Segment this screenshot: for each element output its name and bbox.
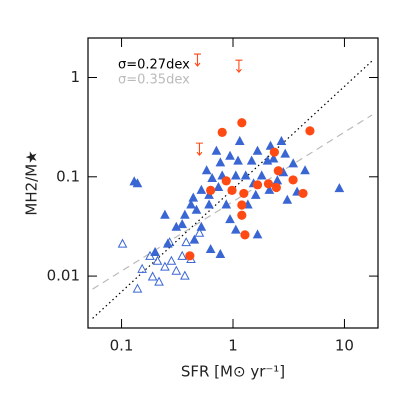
- triangle-point: [234, 135, 245, 145]
- circle-point: [298, 188, 308, 199]
- triangle-point: [225, 214, 235, 224]
- triangle-point: [132, 283, 143, 293]
- triangle-point: [137, 263, 147, 273]
- triangle-point: [181, 237, 192, 247]
- triangle-point: [180, 209, 190, 219]
- circle-point: [221, 176, 231, 186]
- triangle-point: [188, 192, 199, 202]
- x-axis-label: SFR [M⊙ yr⁻¹]: [181, 363, 285, 381]
- triangle-point: [166, 255, 177, 265]
- x-tick-label: 1: [228, 337, 238, 355]
- triangle-point: [268, 153, 279, 163]
- triangle-point: [177, 250, 188, 260]
- circle-point: [273, 166, 283, 176]
- triangle-point: [272, 175, 283, 185]
- annotation: σ=0.27dex: [118, 58, 190, 73]
- triangle-point: [282, 194, 293, 204]
- upper-limit: [193, 53, 201, 67]
- triangle-point: [211, 145, 222, 155]
- triangle-point: [221, 199, 232, 209]
- triangle-point: [246, 155, 257, 165]
- triangle-point: [215, 248, 226, 258]
- triangle-point: [225, 150, 235, 160]
- triangle-point: [160, 261, 170, 271]
- triangle-point: [150, 246, 160, 256]
- triangle-point: [264, 184, 275, 194]
- circle-point: [206, 185, 216, 195]
- triangle-point: [147, 271, 158, 281]
- triangle-point: [201, 165, 212, 175]
- circle-point: [288, 175, 298, 185]
- triangle-point: [145, 250, 155, 260]
- y-tick-label: 1: [70, 68, 80, 86]
- triangle-point: [265, 140, 276, 150]
- triangle-point: [171, 265, 182, 275]
- triangle-point: [177, 219, 188, 229]
- triangle-point: [233, 155, 243, 165]
- circle-point: [237, 210, 247, 220]
- circle-point: [305, 126, 315, 136]
- upper-limit: [235, 59, 243, 74]
- circle-point: [271, 182, 281, 193]
- triangle-point: [240, 170, 251, 180]
- triangle-point: [189, 234, 200, 244]
- triangle-point: [152, 255, 163, 265]
- triangle-point: [334, 183, 345, 193]
- circle-point: [239, 188, 249, 199]
- triangle-point: [154, 276, 164, 286]
- circle-point: [237, 118, 247, 128]
- triangle-point: [300, 165, 310, 175]
- circle-point: [237, 200, 247, 210]
- triangle-point: [132, 178, 143, 188]
- circle-point: [263, 179, 274, 189]
- triangle-point: [191, 204, 202, 214]
- triangle-point: [204, 199, 214, 209]
- circle-point: [240, 230, 250, 240]
- triangle-point: [230, 224, 241, 234]
- triangle-point: [196, 184, 207, 194]
- circle-point: [252, 180, 263, 190]
- y-axis-label: MH2/M★: [23, 150, 41, 215]
- triangle-point: [194, 227, 205, 237]
- triangle-point: [250, 189, 261, 199]
- triangle-point: [117, 238, 128, 248]
- annotation: σ=0.35dex: [118, 73, 190, 88]
- triangle-point: [288, 158, 299, 168]
- y-tick-label: 0.01: [47, 267, 80, 285]
- circle-point: [185, 251, 195, 261]
- triangle-point: [205, 243, 216, 254]
- triangle-point: [230, 170, 241, 180]
- triangle-point: [280, 148, 291, 158]
- circle-point: [269, 147, 279, 157]
- y-tick-label: 0.1: [56, 167, 80, 185]
- fit-line: [92, 114, 373, 290]
- triangle-point: [256, 170, 267, 180]
- triangle-point: [160, 209, 170, 219]
- triangle-point: [252, 145, 263, 155]
- triangle-point: [215, 157, 226, 167]
- triangle-point: [180, 270, 190, 280]
- triangle-point: [207, 172, 217, 183]
- triangle-point: [164, 237, 175, 247]
- triangle-point: [196, 221, 207, 231]
- triangle-point: [252, 229, 263, 239]
- x-tick-label: 10: [335, 337, 354, 355]
- triangle-point: [213, 181, 224, 192]
- triangle-point: [276, 135, 287, 145]
- triangle-point: [186, 199, 196, 209]
- upper-limit: [195, 142, 203, 156]
- circle-point: [227, 185, 237, 195]
- circle-point: [217, 127, 227, 138]
- x-tick-label: 0.1: [110, 337, 134, 355]
